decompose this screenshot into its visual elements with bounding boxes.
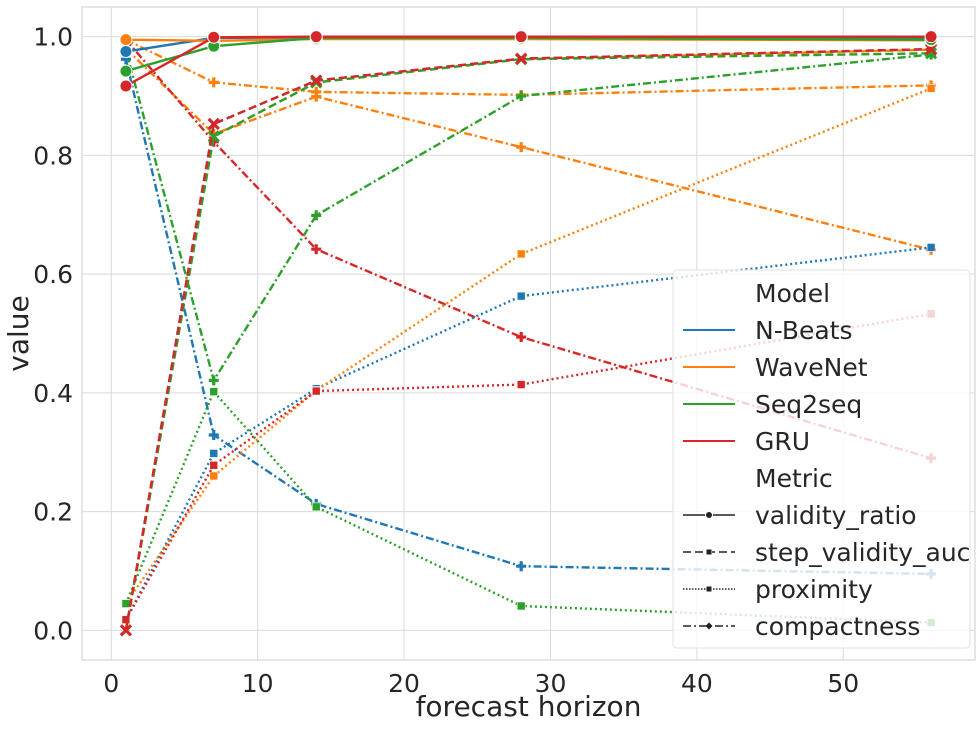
data-point xyxy=(119,79,133,93)
series-line xyxy=(125,38,932,97)
series-gru-step_validity_auc xyxy=(119,43,938,637)
data-point xyxy=(311,210,322,221)
data-point xyxy=(121,599,131,608)
data-point xyxy=(208,430,219,441)
data-point xyxy=(514,30,528,44)
data-point xyxy=(207,117,220,131)
legend-marker xyxy=(705,622,713,630)
series-line xyxy=(124,246,932,621)
data-point xyxy=(209,449,219,458)
data-point xyxy=(516,91,527,102)
data-point xyxy=(924,30,938,44)
legend-item-gru: GRU xyxy=(683,427,810,456)
data-point xyxy=(926,84,936,93)
data-point xyxy=(516,142,527,153)
x-tick-label: 10 xyxy=(242,669,274,698)
data-point xyxy=(516,332,527,343)
y-tick-label: 1.0 xyxy=(33,23,73,52)
legend-item-n-beats: N-Beats xyxy=(683,316,853,345)
data-point xyxy=(119,33,133,47)
y-tick-label: 0.4 xyxy=(33,379,73,408)
y-axis-label: value xyxy=(2,295,35,371)
data-point xyxy=(311,244,322,255)
data-point xyxy=(309,30,323,44)
legend-item-proximity: proximity xyxy=(683,575,873,604)
x-tick-label: 30 xyxy=(535,669,567,698)
y-tick-label: 0.8 xyxy=(33,141,73,170)
data-point xyxy=(119,64,133,78)
data-point xyxy=(311,91,322,102)
series-line xyxy=(124,58,932,576)
x-axis-label: forecast horizon xyxy=(416,690,642,723)
legend-box xyxy=(672,269,971,649)
legend: Model N-Beats WaveNet Seq2seq GRU Metric valid… xyxy=(672,269,971,649)
legend-item-seq2seq: Seq2seq xyxy=(683,390,862,419)
data-point xyxy=(516,601,526,611)
x-tick-label: 40 xyxy=(681,669,713,698)
data-point xyxy=(208,375,219,386)
y-tick-label: 0.6 xyxy=(33,260,73,289)
legend-label: proximity xyxy=(755,575,873,604)
data-point xyxy=(119,45,133,59)
legend-title-metric: Metric xyxy=(755,464,833,493)
legend-label: Seq2seq xyxy=(755,390,862,419)
legend-item-compactness: compactness xyxy=(683,612,920,641)
legend-label: step_validity_auc xyxy=(755,538,970,567)
legend-item-wavenet: WaveNet xyxy=(683,353,868,382)
data-point xyxy=(516,291,526,301)
legend-item-validity_ratio: validity_ratio xyxy=(683,501,917,530)
x-tick-label: 20 xyxy=(388,669,420,698)
data-point xyxy=(208,77,219,88)
data-point xyxy=(209,387,219,396)
x-tick-label: 50 xyxy=(827,669,859,698)
x-tick-label: 0 xyxy=(103,669,119,698)
data-point xyxy=(119,624,132,637)
data-point xyxy=(207,30,221,44)
data-point xyxy=(209,471,219,481)
legend-label: N-Beats xyxy=(755,316,853,345)
legend-marker xyxy=(705,585,713,593)
legend-label: GRU xyxy=(755,427,810,456)
data-point xyxy=(311,386,321,396)
ticks: 0 10 20 30 40 50 0.0 0.2 0.4 0.6 0.8 1.0 xyxy=(33,23,859,698)
legend-label: WaveNet xyxy=(755,353,868,382)
series-gru-validity_ratio xyxy=(119,30,938,93)
legend-marker xyxy=(705,511,713,519)
legend-item-step_validity_auc: step_validity_auc xyxy=(683,538,970,567)
legend-label: validity_ratio xyxy=(755,501,917,530)
series-layer xyxy=(119,30,938,637)
data-point xyxy=(926,243,936,252)
legend-marker xyxy=(705,548,713,556)
data-point xyxy=(516,249,526,259)
data-point xyxy=(516,561,527,572)
data-point xyxy=(516,380,526,389)
data-point xyxy=(515,52,528,65)
series-line xyxy=(124,49,932,384)
y-tick-label: 0.2 xyxy=(33,498,73,527)
legend-title-model: Model xyxy=(755,279,830,308)
legend-label: compactness xyxy=(755,612,920,641)
data-point xyxy=(311,502,321,512)
y-tick-label: 0.0 xyxy=(33,616,73,645)
data-point xyxy=(209,460,219,470)
data-point xyxy=(310,74,323,87)
